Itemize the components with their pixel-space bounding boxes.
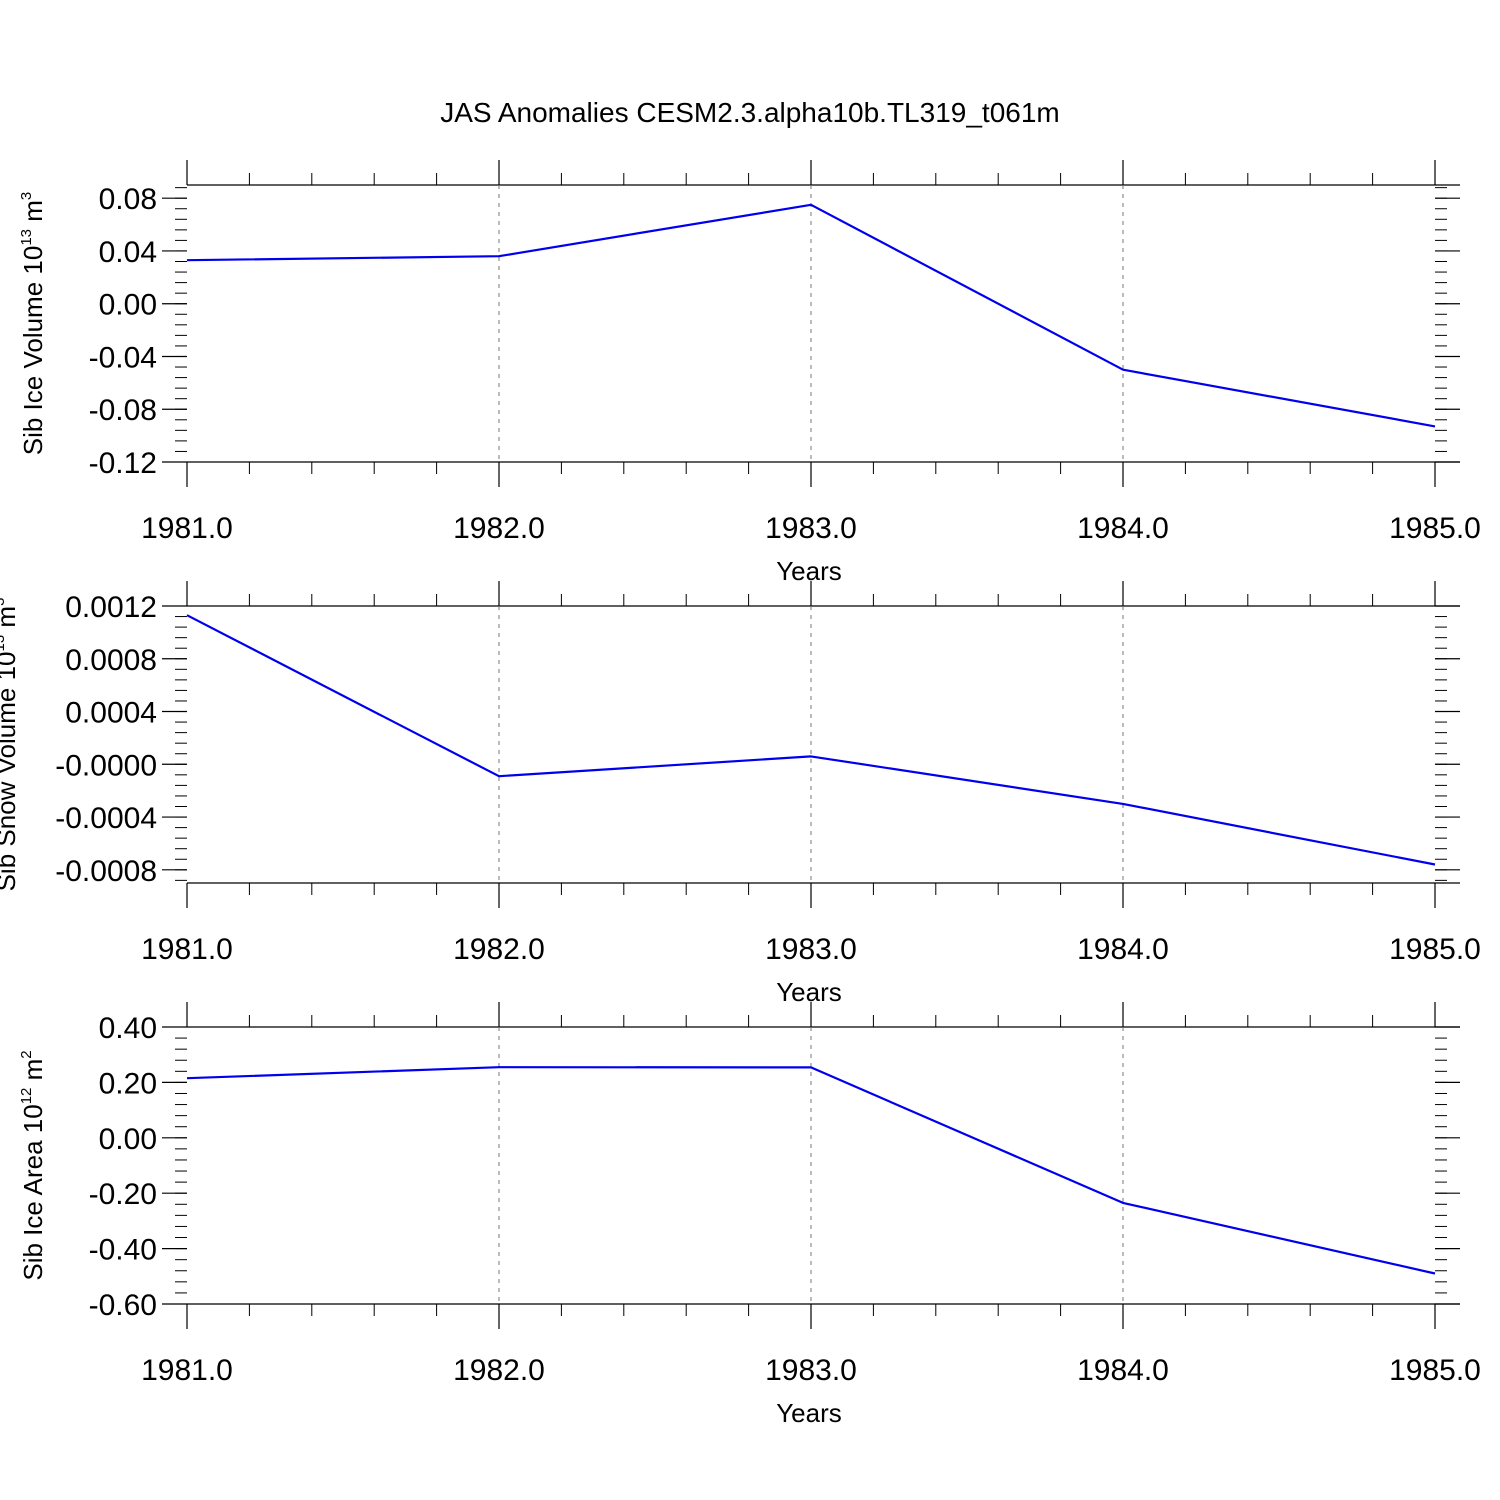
x-tick-label: 1985.0 bbox=[1389, 512, 1481, 545]
panel-1: 1981.0 1982.0 1983.0 1984.0 1985.0 0.08 0.04 0.… bbox=[18, 160, 1481, 586]
y-tick-label: 0.00 bbox=[99, 289, 157, 322]
x-tick-label: 1985.0 bbox=[1389, 933, 1481, 966]
y-tick-label: -0.04 bbox=[89, 341, 157, 374]
y-tick-label: 0.0004 bbox=[65, 697, 157, 730]
series-line bbox=[186, 203, 1436, 428]
y-tick-label: -0.20 bbox=[89, 1178, 157, 1211]
y-tick-label: 0.0012 bbox=[65, 591, 157, 624]
y-axis-label: Sib Ice Area 1012 m2 bbox=[18, 1050, 48, 1280]
x-tick-label: 1983.0 bbox=[765, 1354, 857, 1387]
y-tick-label: -0.0008 bbox=[55, 855, 157, 888]
y-tick-label: 0.20 bbox=[99, 1067, 157, 1100]
y-tick-label: 0.08 bbox=[99, 183, 157, 216]
x-tick-label: 1981.0 bbox=[141, 1354, 233, 1387]
x-axis-label: Years bbox=[776, 977, 842, 1007]
y-tick-label: 0.00 bbox=[99, 1123, 157, 1156]
chart-panels: 1981.0 1982.0 1983.0 1984.0 1985.0 0.08 0.04 0.… bbox=[0, 160, 1481, 1428]
y-tick-label: -0.0000 bbox=[55, 749, 157, 782]
y-axis-label: Sib Snow Volume 1013 m3 bbox=[0, 598, 21, 892]
x-tick-label: 1983.0 bbox=[765, 933, 857, 966]
y-tick-label: -0.40 bbox=[89, 1234, 157, 1267]
chart-title: JAS Anomalies CESM2.3.alpha10b.TL319_t06… bbox=[440, 97, 1060, 128]
y-axis-label: Sib Ice Volume 1013 m3 bbox=[18, 192, 48, 456]
panel-2: 1981.0 1982.0 1983.0 1984.0 1985.0 0.0012 0.00… bbox=[0, 581, 1481, 1007]
x-tick-label: 1981.0 bbox=[141, 933, 233, 966]
x-axis-label: Years bbox=[776, 556, 842, 586]
series-line bbox=[186, 614, 1436, 866]
x-tick-label: 1985.0 bbox=[1389, 1354, 1481, 1387]
y-tick-label: 0.04 bbox=[99, 236, 157, 269]
y-tick-label: -0.12 bbox=[89, 447, 157, 480]
x-tick-label: 1984.0 bbox=[1077, 512, 1169, 545]
series-line bbox=[186, 1066, 1436, 1275]
x-tick-label: 1982.0 bbox=[453, 512, 545, 545]
y-tick-label: -0.60 bbox=[89, 1289, 157, 1322]
y-tick-label: 0.0008 bbox=[65, 644, 157, 677]
x-tick-label: 1982.0 bbox=[453, 1354, 545, 1387]
y-tick-label: -0.0004 bbox=[55, 802, 157, 835]
panel-3: 1981.0 1982.0 1983.0 1984.0 1985.0 0.40 0.20 0.… bbox=[18, 1002, 1481, 1428]
x-tick-label: 1983.0 bbox=[765, 512, 857, 545]
y-tick-label: -0.08 bbox=[89, 394, 157, 427]
x-tick-label: 1981.0 bbox=[141, 512, 233, 545]
x-tick-label: 1982.0 bbox=[453, 933, 545, 966]
x-tick-label: 1984.0 bbox=[1077, 933, 1169, 966]
y-tick-label: 0.40 bbox=[99, 1012, 157, 1045]
x-axis-label: Years bbox=[776, 1398, 842, 1428]
x-tick-label: 1984.0 bbox=[1077, 1354, 1169, 1387]
